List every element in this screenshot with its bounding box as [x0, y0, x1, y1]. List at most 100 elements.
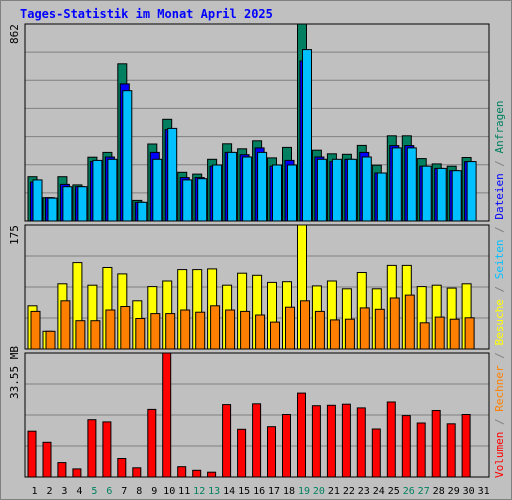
x-tick-label: 28: [433, 486, 445, 497]
bar-rechner-day-14: [225, 309, 236, 350]
bar-volumen-day-14: [222, 404, 232, 478]
bar-seiten-day-3: [62, 186, 73, 222]
bar-rechner-day-26: [404, 294, 415, 350]
bar-volumen-day-9: [147, 408, 157, 478]
bar-seiten-day-8: [137, 201, 148, 222]
bar-rechner-day-19: [300, 300, 310, 350]
x-tick-label: 23: [358, 486, 370, 497]
bar-volumen-day-11: [177, 466, 187, 478]
bar-volumen-day-20: [311, 405, 321, 478]
bar-seiten-day-24: [376, 172, 387, 222]
bar-rechner-day-17: [270, 321, 280, 350]
bar-seiten-day-29: [451, 170, 462, 222]
bar-seiten-day-15: [242, 156, 253, 222]
legend-item: /: [493, 220, 506, 240]
x-tick-label: 8: [136, 486, 142, 497]
bar-rechner-day-5: [90, 320, 101, 350]
bar-seiten-day-23: [361, 156, 372, 222]
bar-seiten-day-12: [197, 178, 208, 222]
x-tick-label: 29: [448, 486, 460, 497]
y-max-label: 862: [8, 24, 21, 44]
bar-rechner-day-9: [150, 313, 161, 350]
legend-item: Dateien: [493, 173, 506, 219]
bar-rechner-day-2: [45, 330, 56, 350]
bar-seiten-day-25: [391, 147, 402, 222]
bar-seiten-day-2: [47, 197, 58, 222]
x-tick-label: 24: [373, 486, 385, 497]
bar-seiten-day-11: [182, 179, 193, 222]
bar-rechner-day-25: [389, 297, 400, 350]
x-tick-label: 1: [31, 486, 37, 497]
bar-volumen-day-23: [356, 407, 366, 478]
bar-seiten-day-19: [302, 49, 312, 222]
bar-volumen-day-19: [297, 392, 306, 478]
legend: Volumen / Rechner / Besuche / Seiten / D…: [493, 100, 506, 478]
bar-volumen-day-15: [237, 428, 247, 478]
bar-volumen-day-12: [192, 469, 202, 478]
panel-border: [24, 224, 490, 350]
bar-seiten-day-6: [107, 158, 118, 222]
bar-volumen-day-16: [252, 403, 262, 478]
bar-volumen-day-1: [27, 430, 37, 478]
bar-seiten-day-13: [212, 164, 223, 222]
x-tick-label: 19: [298, 486, 310, 497]
bar-volumen-day-2: [42, 441, 52, 478]
bar-seiten-day-28: [436, 167, 447, 222]
bar-volumen-day-30: [461, 414, 471, 478]
x-tick-label: 9: [151, 486, 157, 497]
bar-volumen-day-18: [282, 414, 291, 478]
x-tick-label: 16: [253, 486, 265, 497]
bar-seiten-day-5: [92, 159, 103, 222]
bar-rechner-day-30: [464, 317, 475, 350]
legend-item: Besuche: [493, 299, 506, 345]
bar-seiten-day-7: [122, 90, 133, 222]
bar-rechner-day-6: [105, 309, 116, 350]
bar-rechner-day-18: [285, 306, 295, 350]
chart-title: Tages-Statistik im Monat April 2025: [20, 7, 273, 21]
bar-seiten-day-21: [331, 158, 342, 222]
y-max-label: 175: [8, 225, 21, 245]
bar-rechner-day-23: [359, 307, 370, 350]
bar-seiten-day-27: [421, 165, 432, 222]
bar-volumen-day-6: [102, 421, 112, 478]
legend-item: Seiten: [493, 240, 506, 280]
legend-item: Anfragen: [493, 100, 506, 153]
bar-rechner-day-28: [434, 316, 445, 350]
bar-rechner-day-1: [30, 310, 41, 350]
legend-item: /: [493, 346, 506, 366]
bar-seiten-day-1: [32, 179, 43, 222]
bar-rechner-day-12: [195, 311, 206, 350]
bar-seiten-day-16: [257, 151, 268, 222]
bar-seiten-day-14: [227, 151, 238, 222]
bar-seiten-day-10: [167, 127, 178, 222]
bar-volumen-day-10: [162, 352, 172, 478]
panel-border: [24, 352, 490, 478]
x-tick-label: 18: [283, 486, 295, 497]
x-tick-label: 2: [46, 486, 52, 497]
x-tick-label: 4: [76, 486, 82, 497]
bar-rechner-day-24: [374, 308, 385, 350]
legend-item: Rechner: [493, 365, 506, 412]
x-tick-label: 27: [418, 486, 430, 497]
y-max-label: 33.55 MB: [8, 346, 21, 399]
bar-seiten-day-4: [77, 186, 88, 222]
bar-rechner-day-10: [165, 313, 176, 350]
x-tick-label: 17: [268, 486, 280, 497]
bar-volumen-day-22: [341, 403, 351, 478]
x-tick-label: 3: [61, 486, 67, 497]
bar-rechner-day-13: [210, 305, 221, 350]
x-tick-label: 13: [208, 486, 220, 497]
x-tick-label: 21: [328, 486, 340, 497]
bar-rechner-day-22: [344, 318, 355, 350]
bar-seiten-day-18: [287, 164, 297, 222]
bar-volumen-day-4: [72, 468, 82, 478]
bar-rechner-day-29: [449, 318, 460, 350]
bar-volumen-day-7: [117, 458, 127, 478]
x-tick-label: 15: [238, 486, 250, 497]
legend-item: Volumen: [493, 432, 506, 478]
x-tick-label: 30: [463, 486, 475, 497]
bar-rechner-day-20: [314, 310, 325, 350]
x-tick-label: 25: [388, 486, 400, 497]
bar-volumen-day-28: [431, 410, 441, 478]
bar-volumen-day-25: [386, 401, 396, 478]
